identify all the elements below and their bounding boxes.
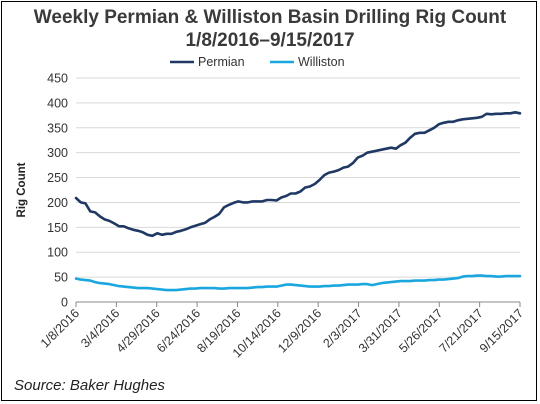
y-axis-label: Rig Count [16,162,28,217]
y-tick-label: 50 [54,271,68,285]
y-tick-label: 0 [61,296,68,310]
y-tick-label: 150 [47,221,68,235]
legend-label: Permian [198,55,245,69]
chart-title: Weekly Permian & Williston Basin Drillin… [0,6,540,52]
legend-label: Williston [298,55,345,69]
y-tick-label: 300 [47,146,68,160]
x-tick-label: 1/8/2016 [38,306,82,350]
y-tick-label: 400 [47,96,68,110]
y-tick-label: 250 [47,171,68,185]
source-note: Source: Baker Hughes [14,377,165,394]
series-line-permian [74,111,522,238]
x-tick-label: 12/9/2016 [275,306,324,355]
y-tick-label: 450 [47,72,68,86]
y-tick-label: 200 [47,196,68,210]
series-line-williston [74,274,522,292]
x-tick-label: 9/15/2017 [477,306,526,355]
chart-title-line-1: Weekly Permian & Williston Basin Drillin… [33,7,507,28]
y-tick-label: 100 [47,246,68,260]
chart-title-line-2: 1/8/2016–9/15/2017 [185,30,355,51]
y-tick-label: 350 [47,121,68,135]
